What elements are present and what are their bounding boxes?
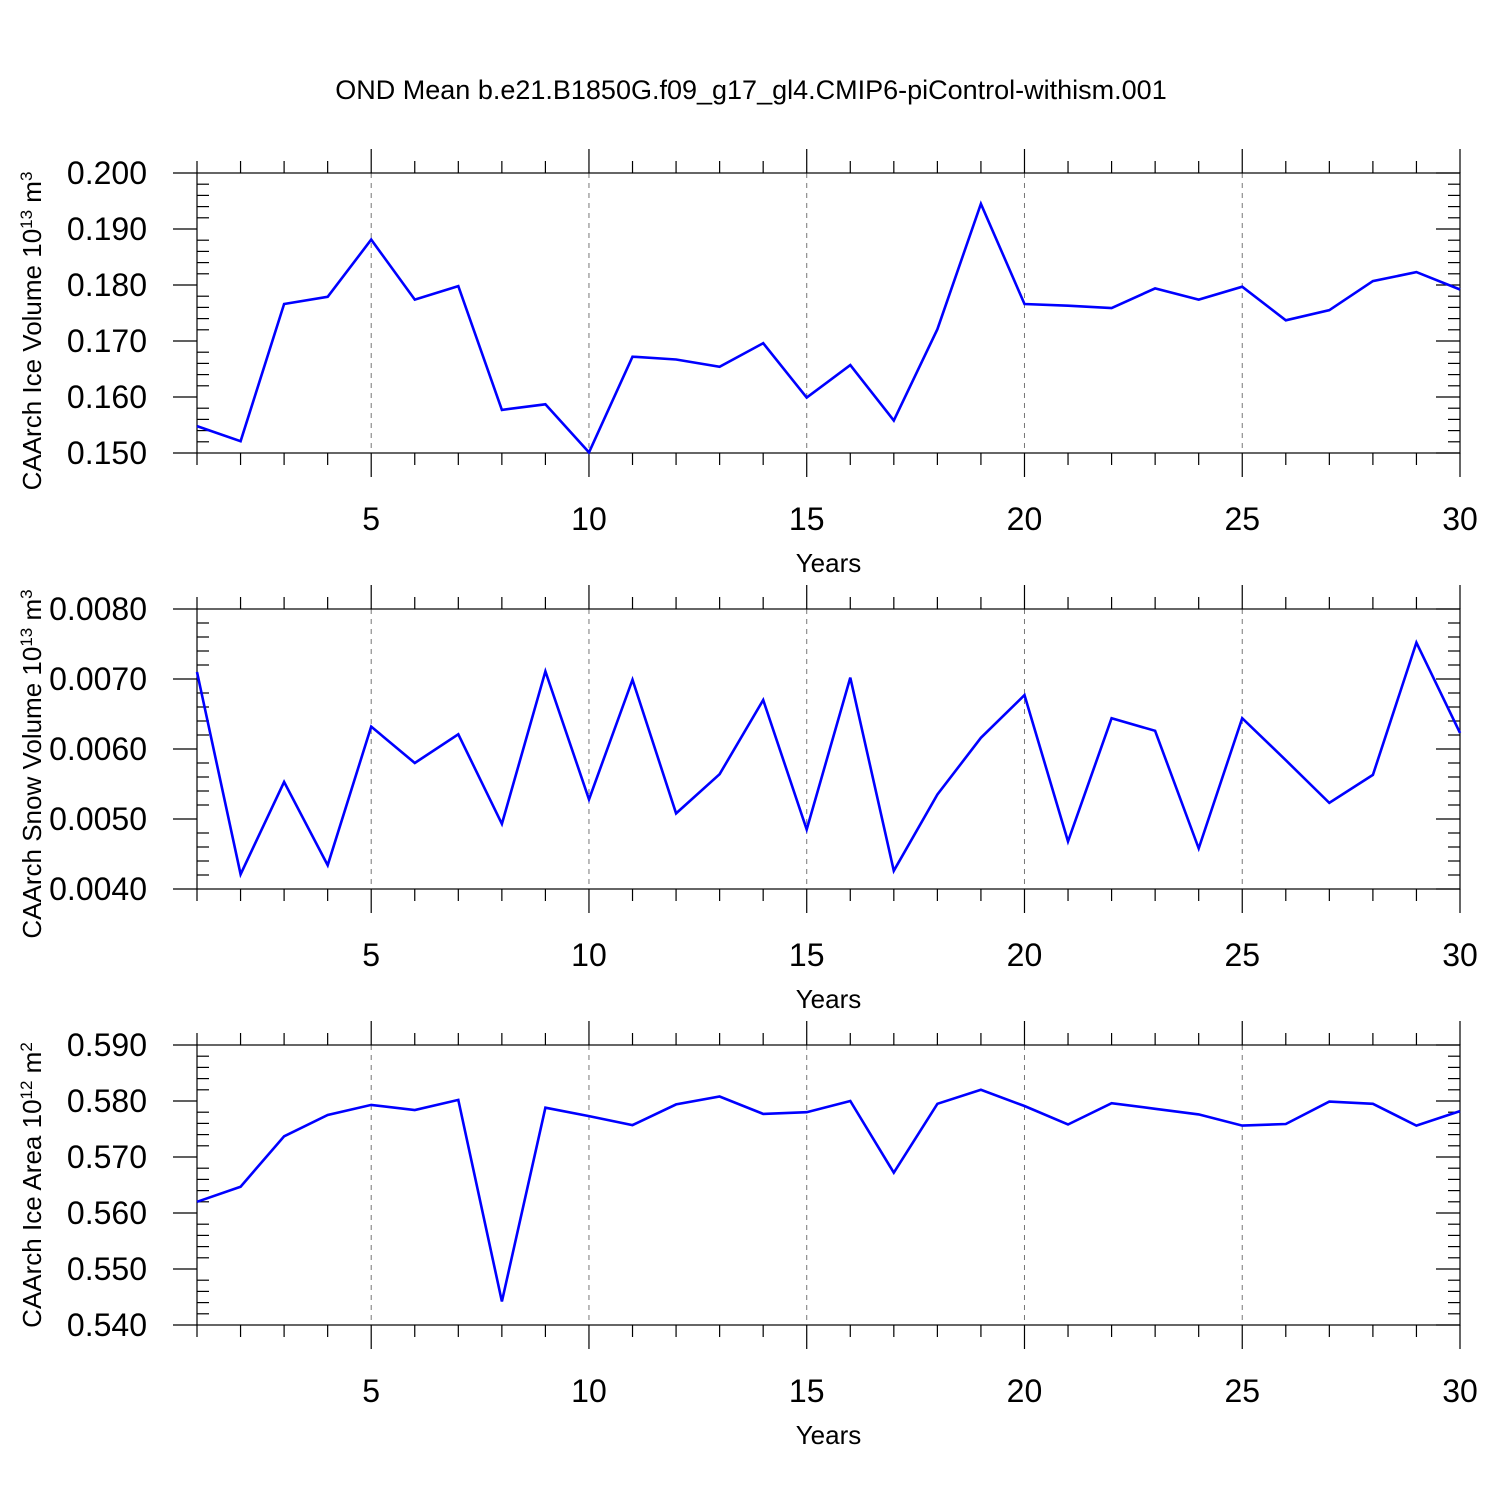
- x-tick-label: 15: [789, 1373, 825, 1409]
- y-tick-label: 0.150: [67, 435, 147, 471]
- x-tick-label: 20: [1007, 1373, 1043, 1409]
- x-tick-label: 10: [571, 501, 607, 537]
- y-tick-label: 0.570: [67, 1139, 147, 1175]
- y-tick-label: 0.550: [67, 1251, 147, 1287]
- y-axis-label-superscript: 13: [17, 628, 36, 647]
- chart-panel-2: 0.0040 0.0050 0.0060 0.0070 0.0080 5 10 15 20 25 3…: [17, 585, 1478, 1014]
- y-axis-label-text: CAArch Snow Volume 10: [17, 647, 47, 939]
- y-tick-label: 0.190: [67, 211, 147, 247]
- y-axis-label-text: CAArch Ice Volume 10: [17, 229, 47, 491]
- y-axis-label: CAArch Ice Volume 1013 m3: [17, 172, 48, 491]
- y-tick-label: 0.0080: [49, 591, 147, 627]
- y-tick-label: 0.0060: [49, 731, 147, 767]
- x-axis-label: Years: [796, 984, 862, 1014]
- x-tick-label: 25: [1224, 501, 1260, 537]
- y-axis-label-superscript: 12: [17, 1081, 36, 1100]
- y-axis-label-superscript: 3: [17, 589, 36, 598]
- y-tick-label: 0.540: [67, 1307, 147, 1343]
- y-tick-label: 0.0070: [49, 661, 147, 697]
- y-axis-label-superscript: 3: [17, 172, 36, 181]
- data-line: [195, 639, 1462, 879]
- y-tick-label: 0.0050: [49, 801, 147, 837]
- y-axis-label-text: m: [17, 599, 47, 628]
- x-axis-label: Years: [796, 548, 862, 578]
- x-tick-label: 25: [1224, 1373, 1260, 1409]
- x-tick-label: 10: [571, 1373, 607, 1409]
- x-tick-label: 5: [362, 501, 380, 537]
- figure-title: OND Mean b.e21.B1850G.f09_g17_gl4.CMIP6-…: [335, 75, 1166, 105]
- y-axis-label: CAArch Ice Area 1012 m2: [17, 1042, 48, 1328]
- x-tick-label: 5: [362, 1373, 380, 1409]
- y-tick-label: 0.180: [67, 267, 147, 303]
- chart-panel-1: 0.150 0.160 0.170 0.180 0.190 0.200 5 10 15 20 25 3…: [17, 149, 1478, 578]
- data-line: [196, 200, 1461, 455]
- x-tick-label: 30: [1442, 501, 1478, 537]
- x-tick-label: 15: [789, 937, 825, 973]
- x-tick-label: 20: [1007, 937, 1043, 973]
- x-axis-label: Years: [796, 1420, 862, 1450]
- x-tick-label: 10: [571, 937, 607, 973]
- y-axis-label-text: CAArch Ice Area 10: [17, 1099, 47, 1327]
- x-tick-label: 5: [362, 937, 380, 973]
- y-axis-label-text: m: [17, 1052, 47, 1081]
- y-axis-label-superscript: 13: [17, 210, 36, 229]
- y-tick-label: 0.170: [67, 323, 147, 359]
- y-axis-label: CAArch Snow Volume 1013 m3: [17, 589, 48, 938]
- x-tick-label: 15: [789, 501, 825, 537]
- plot-frame: [196, 1044, 1461, 1326]
- x-tick-label: 20: [1007, 501, 1043, 537]
- y-tick-label: 0.160: [67, 379, 147, 415]
- y-tick-label: 0.560: [67, 1195, 147, 1231]
- y-tick-label: 0.200: [67, 155, 147, 191]
- x-tick-label: 25: [1224, 937, 1260, 973]
- y-axis-label-text: m: [17, 181, 47, 210]
- y-tick-label: 0.580: [67, 1083, 147, 1119]
- y-tick-label: 0.0040: [49, 871, 147, 907]
- y-axis-label-superscript: 2: [17, 1042, 36, 1051]
- plot-frame: [196, 172, 1461, 454]
- x-tick-label: 30: [1442, 1373, 1478, 1409]
- chart-panel-3: 0.540 0.550 0.560 0.570 0.580 0.590 5 10 15 20 25 3…: [17, 1021, 1478, 1450]
- y-tick-label: 0.590: [67, 1027, 147, 1063]
- x-tick-label: 30: [1442, 937, 1478, 973]
- data-line: [196, 1088, 1461, 1302]
